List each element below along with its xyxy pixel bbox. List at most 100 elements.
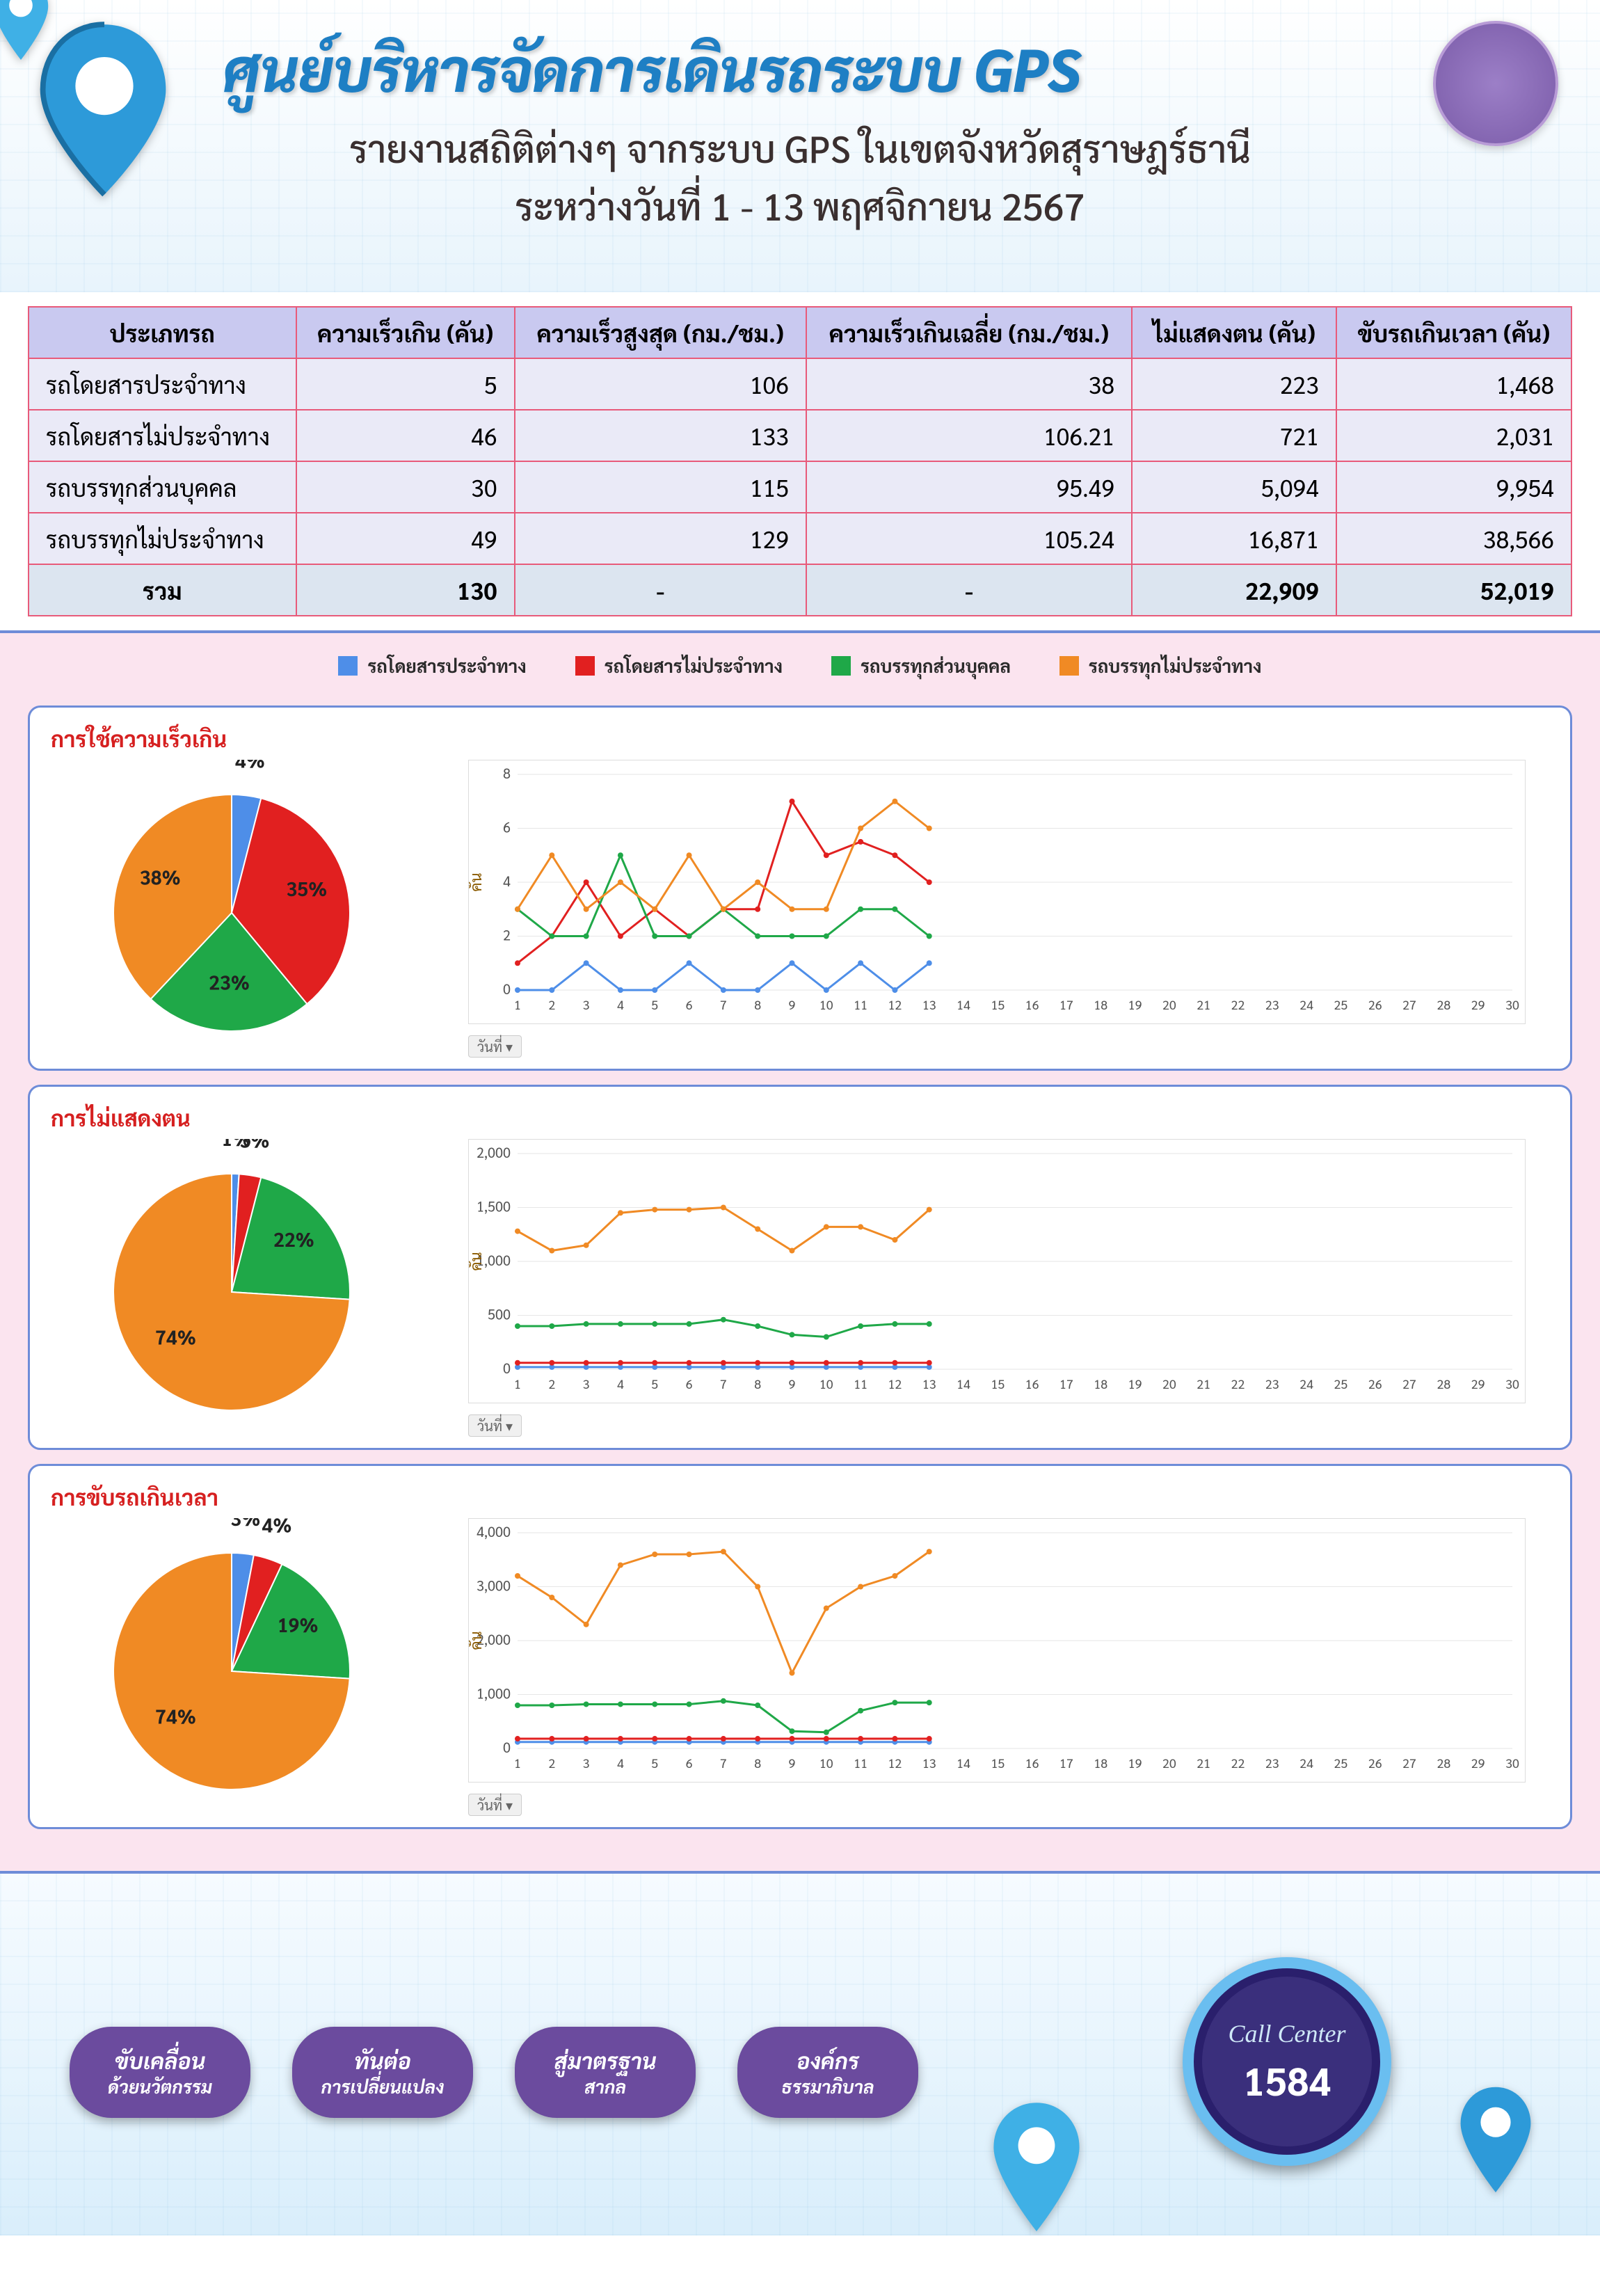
svg-text:12: 12 bbox=[888, 1755, 902, 1771]
svg-text:35%: 35% bbox=[286, 876, 327, 901]
xaxis-dropdown[interactable]: วันที่ ▾ bbox=[468, 1414, 522, 1437]
svg-text:9: 9 bbox=[789, 1376, 796, 1392]
data-table-section: ประเภทรถความเร็วเกิน (คัน)ความเร็วสูงสุด… bbox=[0, 292, 1600, 630]
svg-text:1: 1 bbox=[514, 1755, 521, 1771]
svg-text:22: 22 bbox=[1231, 1755, 1245, 1771]
svg-text:6: 6 bbox=[686, 1755, 693, 1771]
svg-text:24: 24 bbox=[1299, 997, 1313, 1013]
call-center-badge: Call Center 1584 bbox=[1183, 1957, 1391, 2166]
svg-text:25: 25 bbox=[1334, 1376, 1348, 1392]
svg-text:21: 21 bbox=[1197, 1376, 1210, 1392]
svg-text:8: 8 bbox=[754, 997, 761, 1013]
svg-text:1,500: 1,500 bbox=[477, 1197, 511, 1215]
svg-text:17: 17 bbox=[1059, 997, 1073, 1013]
svg-text:10: 10 bbox=[819, 997, 833, 1013]
svg-text:18: 18 bbox=[1094, 1376, 1107, 1392]
header: ศูนย์บริหารจัดการเดินรถระบบ GPS รายงานสถ… bbox=[0, 0, 1600, 292]
table-header: ขับรถเกินเวลา (คัน) bbox=[1336, 307, 1571, 358]
panel-overtime-title: การขับรถเกินเวลา bbox=[51, 1483, 1549, 1511]
panel-speed: การใช้ความเร็วเกิน 4%35%23%38% 02468คัน1… bbox=[28, 705, 1572, 1071]
svg-text:29: 29 bbox=[1471, 1376, 1485, 1392]
map-pin-small-icon bbox=[0, 0, 70, 72]
svg-text:24: 24 bbox=[1299, 1755, 1313, 1771]
svg-text:คัน: คัน bbox=[468, 1631, 486, 1650]
svg-text:20: 20 bbox=[1162, 997, 1176, 1013]
svg-text:27: 27 bbox=[1402, 1376, 1416, 1392]
footer-badge: ขับเคลื่อนด้วยนวัตกรรม bbox=[70, 2027, 250, 2118]
legend-item: รถโดยสารประจำทาง bbox=[338, 654, 526, 678]
svg-text:7: 7 bbox=[720, 1376, 727, 1392]
chart-legend: รถโดยสารประจำทางรถโดยสารไม่ประจำทางรถบรร… bbox=[28, 633, 1572, 692]
svg-text:22: 22 bbox=[1231, 997, 1245, 1013]
footer: ขับเคลื่อนด้วยนวัตกรรม ทันต่อการเปลี่ยนแป… bbox=[0, 1874, 1600, 2235]
table-header: ความเร็วสูงสุด (กม./ชม.) bbox=[515, 307, 806, 358]
table-row: รถบรรทุกส่วนบุคคล3011595.495,0949,954 bbox=[29, 461, 1571, 513]
svg-text:20: 20 bbox=[1162, 1376, 1176, 1392]
svg-text:22: 22 bbox=[1231, 1376, 1245, 1392]
svg-text:16: 16 bbox=[1025, 997, 1039, 1013]
svg-text:14: 14 bbox=[957, 1376, 970, 1392]
svg-text:19%: 19% bbox=[278, 1612, 319, 1637]
svg-text:8: 8 bbox=[754, 1755, 761, 1771]
footer-badge: ทันต่อการเปลี่ยนแปลง bbox=[292, 2027, 473, 2118]
legend-item: รถบรรทุกไม่ประจำทาง bbox=[1059, 654, 1262, 678]
svg-text:27: 27 bbox=[1402, 1755, 1416, 1771]
svg-text:30: 30 bbox=[1505, 1376, 1519, 1392]
svg-text:19: 19 bbox=[1128, 1755, 1142, 1771]
svg-text:1: 1 bbox=[514, 997, 521, 1013]
svg-text:15: 15 bbox=[991, 1376, 1005, 1392]
page-subtitle-1: รายงานสถิติต่างๆ จากระบบ GPS ในเขตจังหวั… bbox=[42, 122, 1558, 172]
svg-text:5: 5 bbox=[651, 997, 658, 1013]
xaxis-dropdown[interactable]: วันที่ ▾ bbox=[468, 1035, 522, 1058]
call-center-label: Call Center bbox=[1229, 2019, 1346, 2048]
panel-noident-title: การไม่แสดงตน bbox=[51, 1103, 1549, 1132]
table-header: ไม่แสดงตน (คัน) bbox=[1132, 307, 1336, 358]
svg-text:0: 0 bbox=[503, 980, 511, 998]
svg-text:74%: 74% bbox=[155, 1325, 196, 1350]
svg-text:17: 17 bbox=[1059, 1376, 1073, 1392]
svg-text:6: 6 bbox=[686, 997, 693, 1013]
svg-text:4: 4 bbox=[617, 1376, 624, 1392]
svg-text:3,000: 3,000 bbox=[477, 1577, 511, 1595]
svg-text:30: 30 bbox=[1505, 997, 1519, 1013]
svg-text:4: 4 bbox=[617, 997, 624, 1013]
svg-text:29: 29 bbox=[1471, 997, 1485, 1013]
svg-text:19: 19 bbox=[1128, 1376, 1142, 1392]
svg-text:11: 11 bbox=[854, 1376, 867, 1392]
svg-text:3%: 3% bbox=[239, 1139, 269, 1153]
panel-noident-pie: 1%3%22%74% bbox=[51, 1139, 440, 1431]
svg-text:12: 12 bbox=[888, 1376, 902, 1392]
svg-text:23%: 23% bbox=[209, 969, 250, 994]
xaxis-dropdown[interactable]: วันที่ ▾ bbox=[468, 1794, 522, 1816]
svg-text:74%: 74% bbox=[155, 1704, 196, 1729]
svg-text:26: 26 bbox=[1368, 1376, 1382, 1392]
table-row: รถโดยสารประจำทาง5106382231,468 bbox=[29, 358, 1571, 410]
svg-text:23: 23 bbox=[1265, 1376, 1279, 1392]
svg-text:7: 7 bbox=[720, 1755, 727, 1771]
panel-speed-line: 02468คัน12345678910111213141516171819202… bbox=[468, 760, 1549, 1052]
map-pin-icon bbox=[1433, 2080, 1558, 2208]
svg-text:5: 5 bbox=[651, 1376, 658, 1392]
svg-text:10: 10 bbox=[819, 1755, 833, 1771]
svg-text:25: 25 bbox=[1334, 1755, 1348, 1771]
svg-text:8: 8 bbox=[503, 764, 511, 782]
table-total-row: รวม130--22,90952,019 bbox=[29, 564, 1571, 616]
svg-text:30: 30 bbox=[1505, 1755, 1519, 1771]
svg-text:4: 4 bbox=[503, 872, 511, 890]
svg-text:13: 13 bbox=[922, 1376, 936, 1392]
svg-text:3: 3 bbox=[583, 1755, 590, 1771]
svg-text:23: 23 bbox=[1265, 1755, 1279, 1771]
svg-text:21: 21 bbox=[1197, 997, 1210, 1013]
svg-text:29: 29 bbox=[1471, 1755, 1485, 1771]
svg-text:14: 14 bbox=[957, 1755, 970, 1771]
svg-text:9: 9 bbox=[789, 1755, 796, 1771]
svg-text:4,000: 4,000 bbox=[477, 1522, 511, 1540]
panel-speed-title: การใช้ความเร็วเกิน bbox=[51, 724, 1549, 753]
footer-badges: ขับเคลื่อนด้วยนวัตกรรม ทันต่อการเปลี่ยนแป… bbox=[70, 2027, 918, 2118]
svg-text:12: 12 bbox=[888, 997, 902, 1013]
svg-text:14: 14 bbox=[957, 997, 970, 1013]
footer-badge: สู่มาตรฐานสากล bbox=[515, 2027, 696, 2118]
svg-text:26: 26 bbox=[1368, 997, 1382, 1013]
svg-text:15: 15 bbox=[991, 1755, 1005, 1771]
svg-text:25: 25 bbox=[1334, 997, 1348, 1013]
